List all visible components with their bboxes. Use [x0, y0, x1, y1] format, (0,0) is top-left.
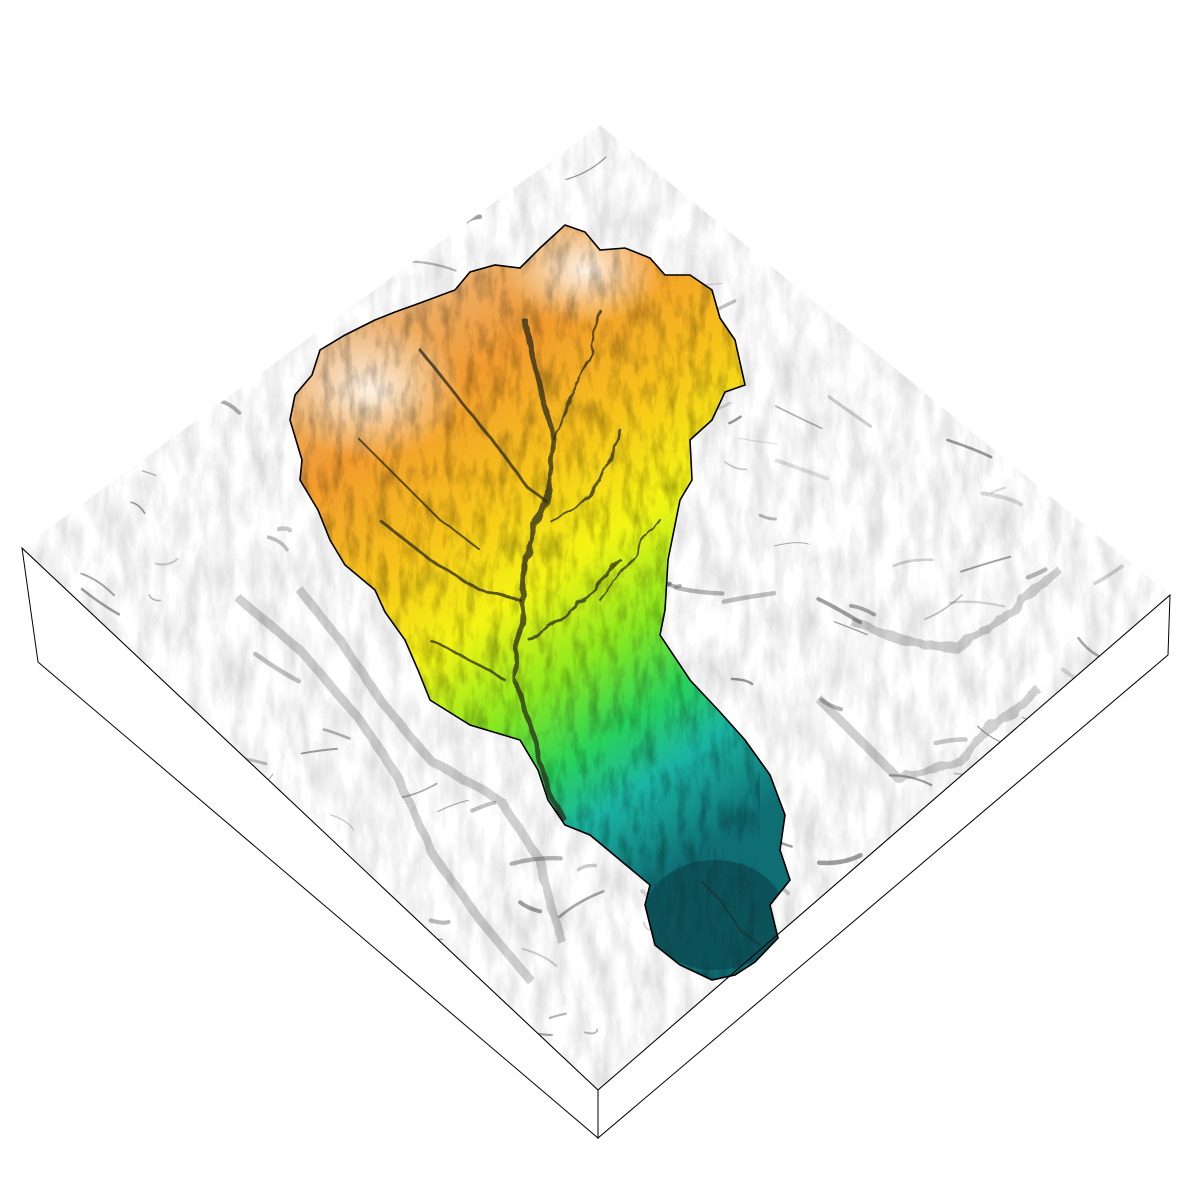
- hillshade-ridge: [348, 998, 373, 1005]
- stream-channel: [548, 428, 622, 522]
- hillshade-ridge: [984, 210, 1015, 216]
- hillshade-ridge: [246, 351, 263, 362]
- stream-channel: [428, 638, 507, 682]
- hillshade-ridge: [64, 443, 89, 452]
- hillshade-ridge: [267, 978, 304, 1004]
- hillshade-ridge: [938, 260, 986, 279]
- hillshade-ridge: [961, 197, 1008, 217]
- hillshade-ridge: [352, 244, 370, 252]
- hillshade-ridge: [912, 990, 952, 1000]
- block-top-edge-left: [21, 547, 1171, 1091]
- hillshade-ridge: [194, 863, 227, 888]
- watershed-boundary: [289, 224, 791, 981]
- hillshade-ridge: [783, 195, 817, 211]
- stream-channel: [554, 309, 601, 441]
- hillshade-ridge: [384, 1020, 425, 1038]
- hillshade-ridge: [264, 200, 289, 208]
- hillshade-ridge: [1049, 878, 1087, 895]
- hillshade-ridge: [82, 383, 114, 391]
- hillshade-ridge: [180, 926, 197, 940]
- hillshade-ridge: [821, 199, 841, 213]
- hillshade-ridge: [1130, 836, 1163, 846]
- hillshade-ridge: [142, 407, 166, 424]
- hillshade-ridge: [433, 187, 482, 193]
- hillshade-ridge: [79, 960, 90, 970]
- hillshade-ridge: [106, 1026, 144, 1032]
- stream-channel: [418, 348, 547, 502]
- outlet-dark-region: [645, 860, 785, 970]
- hillshade-ridge: [172, 825, 186, 833]
- hillshade-ridge: [87, 975, 129, 982]
- hillshade-ridge: [889, 230, 923, 255]
- hillshade-ridge: [135, 908, 187, 916]
- stream-channel: [599, 519, 661, 601]
- hillshade-ridge: [879, 215, 923, 226]
- hillshade-ridge: [1071, 369, 1087, 378]
- stream-channel: [378, 518, 522, 602]
- stream-channel: [359, 439, 481, 551]
- hillshade-ridge: [1103, 1016, 1146, 1029]
- hillshade-ridge: [1031, 367, 1047, 376]
- hillshade-ridge: [981, 872, 1007, 888]
- stream-channel: [512, 317, 568, 823]
- hillshade-ridge: [1014, 801, 1061, 836]
- hillshade-ridge: [298, 915, 310, 924]
- hillshade-ridge: [967, 371, 994, 387]
- hillshade-ridge: [170, 895, 205, 899]
- channel-network: [359, 309, 761, 946]
- hillshade-ridge: [104, 221, 127, 233]
- hillshade-ridge: [434, 1026, 449, 1034]
- hillshade-ridge: [1120, 327, 1134, 336]
- hillshade-ridge: [912, 897, 949, 914]
- hillshade-ridge: [1115, 883, 1170, 901]
- hillshade-ridge: [1058, 902, 1087, 913]
- hillshade-ridge: [872, 971, 910, 986]
- hillshade-ridge: [405, 167, 453, 190]
- hillshade-ridge: [204, 296, 221, 307]
- hillshade-ridge: [1052, 800, 1070, 811]
- hillshade-ridge: [102, 889, 125, 895]
- hillshade-ridge: [258, 273, 303, 306]
- hillshade-ridge: [1111, 348, 1158, 359]
- hillshade-ridge: [182, 394, 202, 402]
- hillshade-ridge: [1117, 325, 1151, 351]
- hillshade-ridge: [233, 1009, 252, 1024]
- hillshade-ridge: [256, 280, 294, 301]
- hillshade-ridge: [212, 225, 241, 230]
- hillshade-ridge: [914, 865, 929, 878]
- hillshade-ridge: [975, 422, 1023, 428]
- hillshade-ridge: [1015, 894, 1068, 919]
- hillshade-ridge: [1129, 1009, 1143, 1019]
- stream-channel: [528, 558, 622, 642]
- hillshade-ridge: [108, 242, 156, 257]
